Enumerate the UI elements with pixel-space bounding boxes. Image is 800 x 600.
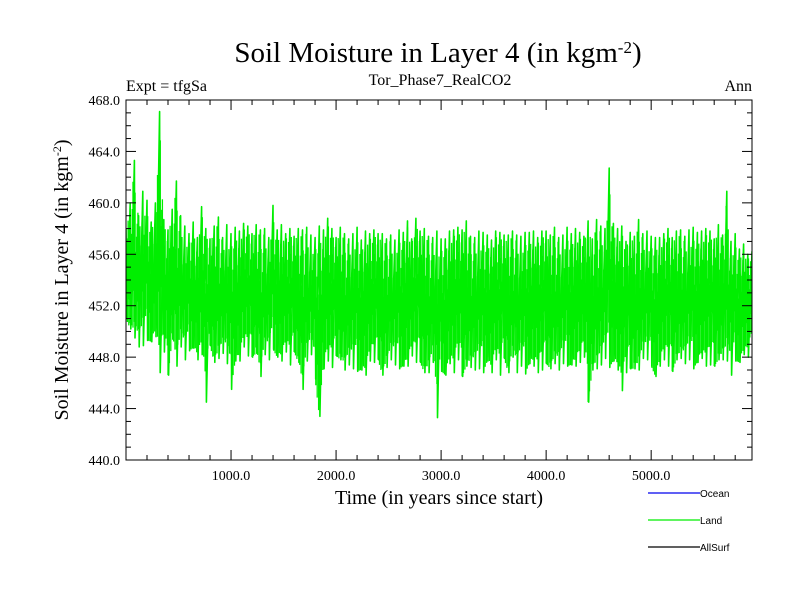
x-tick-label: 4000.0 [527,469,566,484]
x-tick-label: 1000.0 [212,469,251,484]
y-tick-label: 464.0 [89,145,121,160]
y-axis-label: Soil Moisture in Layer 4 (in kgm-2) [50,139,73,420]
subtitle-left: Expt = tfgSa [126,78,207,95]
subtitle-center: Tor_Phase7_RealCO2 [369,72,512,89]
x-axis-label: Time (in years since start) [335,487,543,509]
chart-title-main: Soil Moisture in Layer 4 (in kgm [234,37,618,69]
subtitle-right: Ann [724,78,752,95]
chart-title-close: ) [632,37,642,69]
y-axis-ticks: 440.0 444.0 448.0 452.0 456.0 460.0 464.0 468.0 [89,94,752,469]
y-axis-label-close: ) [51,139,73,146]
chart-title: Soil Moisture in Layer 4 (in kgm-2) [234,37,641,69]
y-tick-label: 440.0 [89,454,121,469]
legend: Ocean Land AllSurf [648,489,730,554]
x-tick-label: 2000.0 [317,469,356,484]
x-tick-label: 5000.0 [632,469,671,484]
x-tick-label: 3000.0 [422,469,461,484]
y-axis-label-sup: -2 [50,146,64,156]
y-tick-label: 460.0 [89,197,121,212]
series-layer [126,110,752,419]
y-tick-label: 444.0 [89,403,121,418]
legend-label-ocean: Ocean [700,489,729,500]
x-axis-ticks: 1000.0 2000.0 3000.0 4000.0 5000.0 [146,100,736,484]
y-tick-label: 448.0 [89,351,121,366]
y-axis-label-main: Soil Moisture in Layer 4 (in kgm [51,156,73,421]
y-tick-label: 456.0 [89,248,121,263]
y-tick-label: 468.0 [89,94,121,109]
chart-title-sup: -2 [618,38,632,57]
y-tick-label: 452.0 [89,300,121,315]
legend-label-land: Land [700,516,722,527]
legend-label-allsurf: AllSurf [700,543,730,554]
